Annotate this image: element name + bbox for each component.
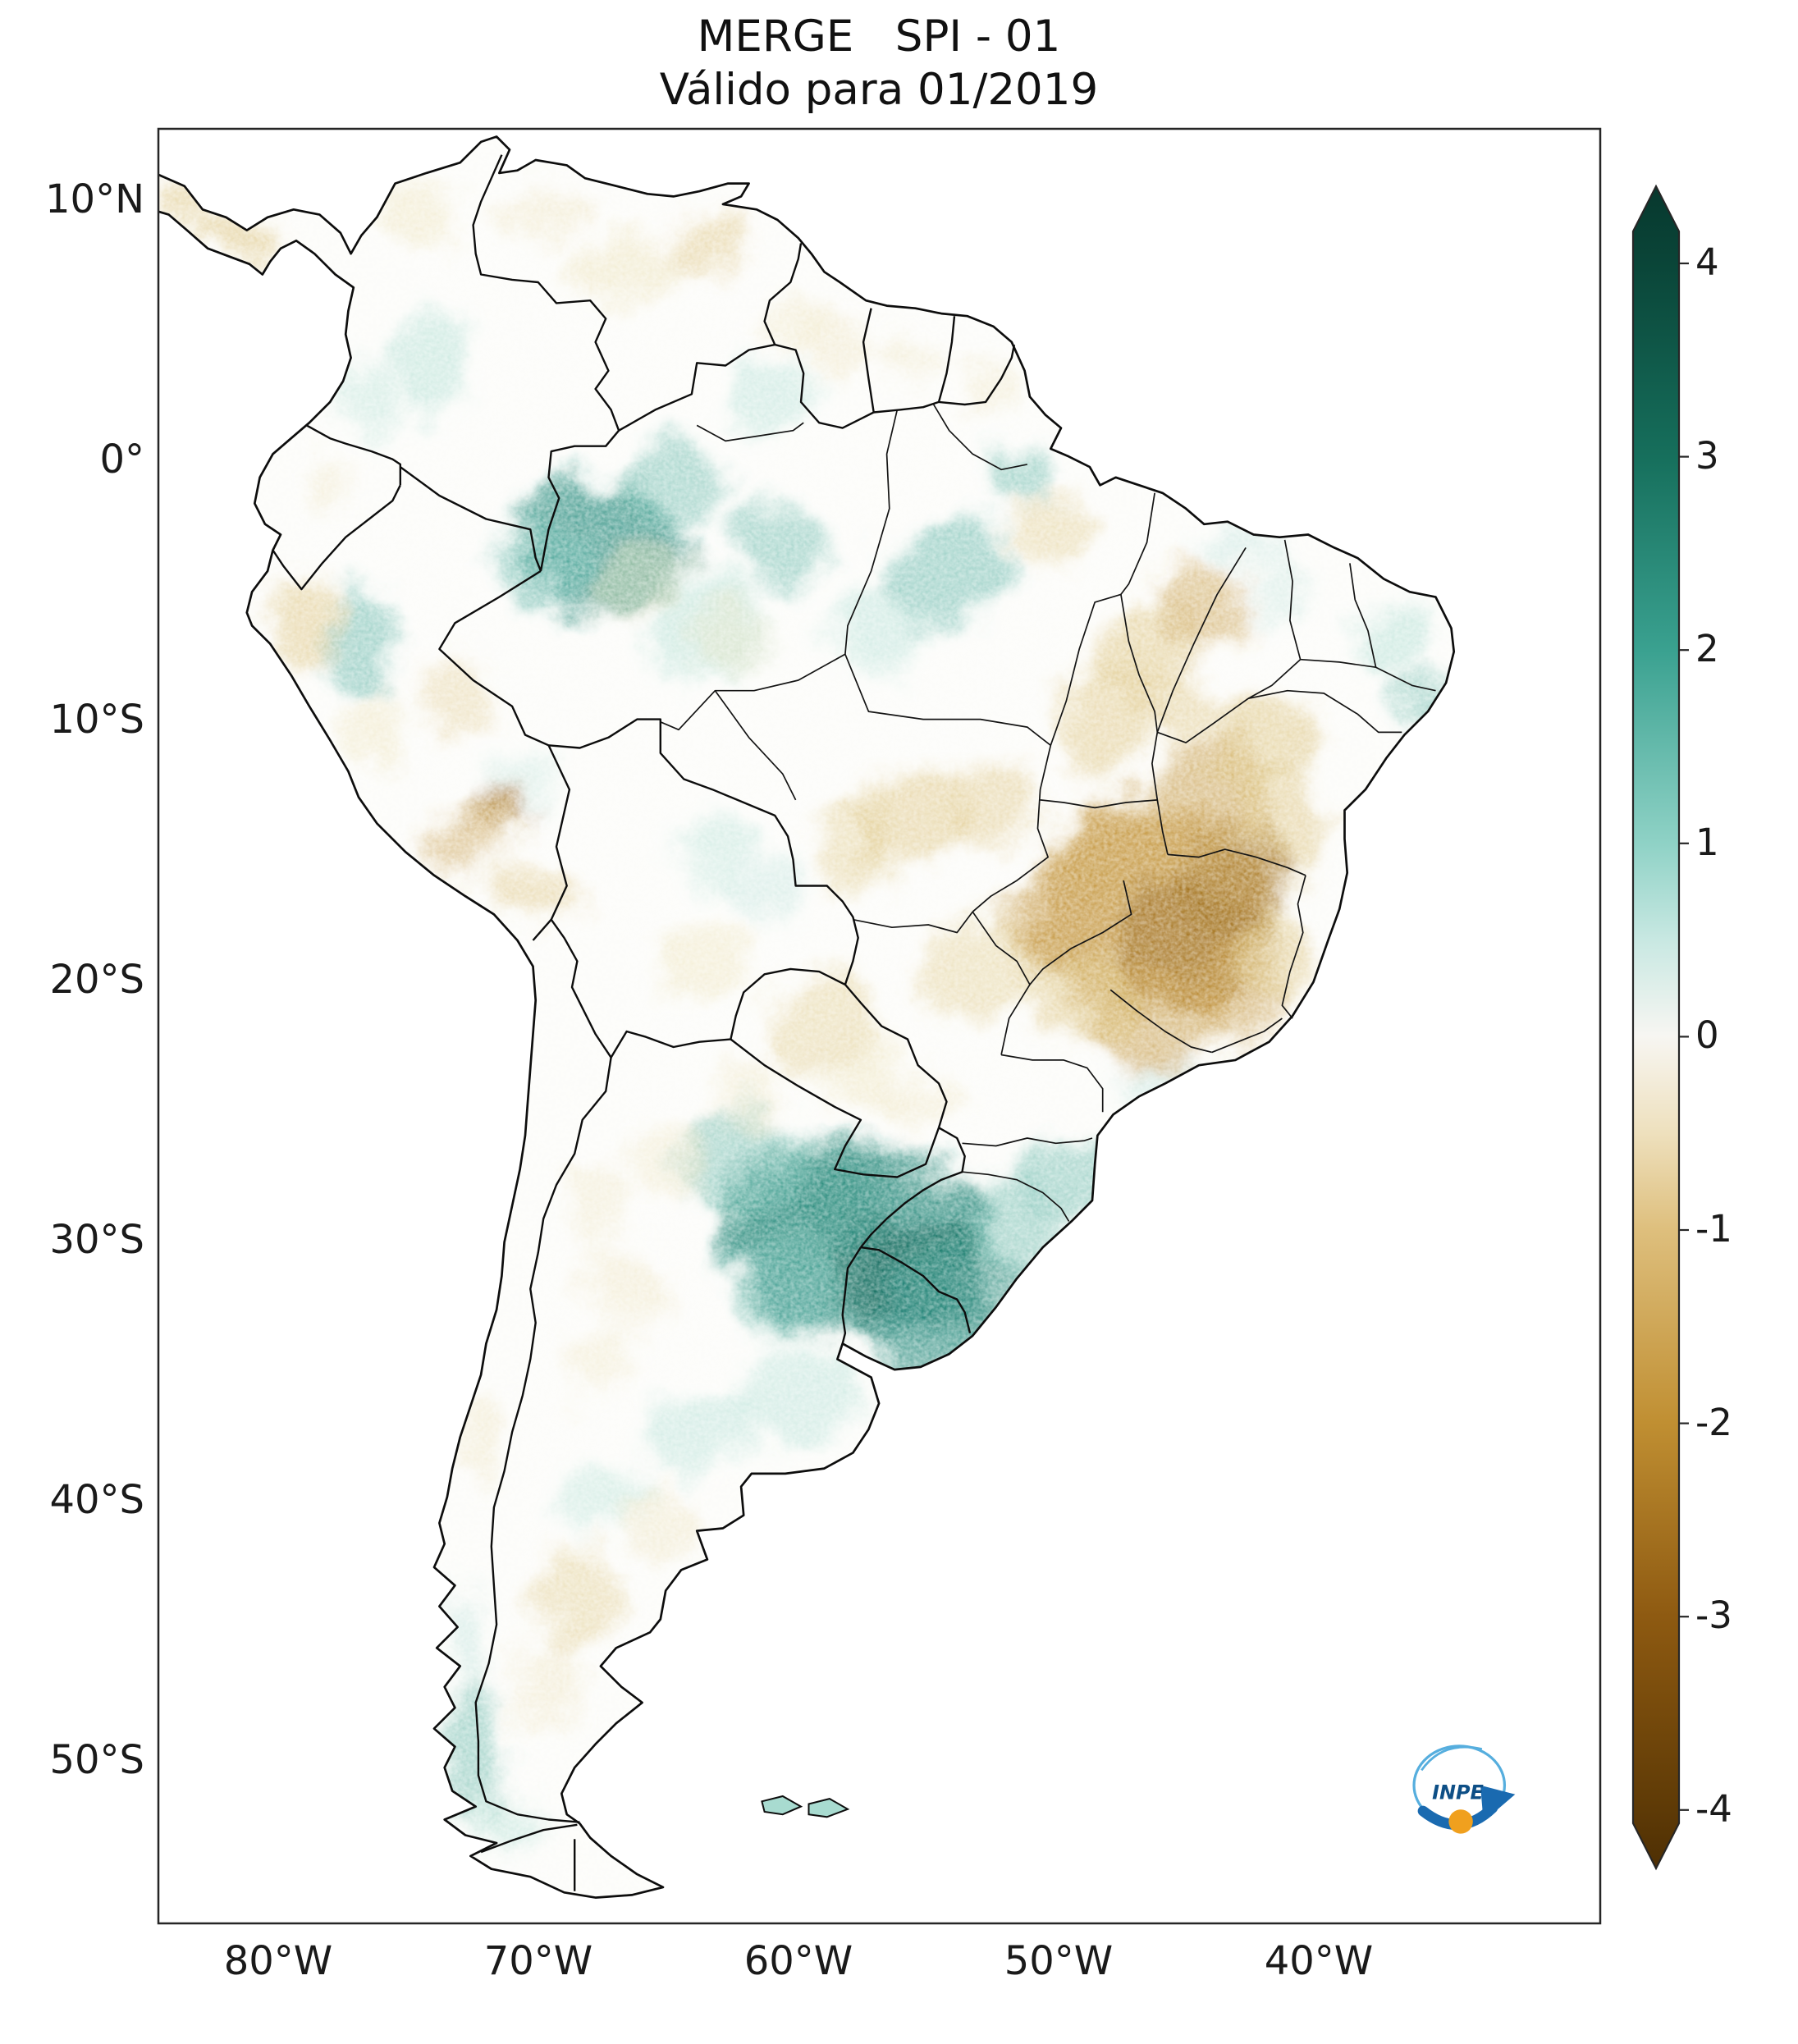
colorbar-tick-label: -2 [1695, 1401, 1732, 1444]
colorbar [1631, 184, 1689, 1871]
y-tick-label: 20°S [49, 957, 144, 1003]
x-tick-label: 70°W [483, 1938, 593, 1984]
x-tick-label: 80°W [223, 1938, 333, 1984]
y-tick-label: 50°S [49, 1737, 144, 1783]
colorbar-tick-label: 1 [1695, 821, 1719, 864]
falkland-islands [807, 1798, 850, 1818]
y-tick-label: 0° [99, 437, 144, 482]
logo-text: INPE [1432, 1781, 1484, 1804]
inpe-logo: INPE [1412, 1744, 1516, 1834]
y-tick-label: 10°N [45, 176, 144, 222]
chart-subtitle: Válido para 01/2019 [659, 65, 1099, 115]
logo-arrowhead-icon [1480, 1785, 1516, 1822]
y-tick-label: 10°S [49, 697, 144, 743]
coastline [158, 135, 1456, 1899]
x-tick-label: 40°W [1264, 1938, 1374, 1984]
colorbar-tick-label: 2 [1695, 627, 1719, 670]
colorbar-tick-label: 4 [1695, 240, 1719, 284]
plot-frame [157, 127, 1602, 1925]
country-borders [272, 154, 1016, 1891]
colorbar-tick-label: -1 [1695, 1207, 1732, 1251]
colorbar-tick-label: -4 [1695, 1787, 1732, 1831]
y-tick-label: 40°S [49, 1477, 144, 1523]
falkland-islands [761, 1795, 803, 1816]
logo-orange-dot-icon [1448, 1809, 1473, 1834]
logo-swirl-arc-icon [1421, 1745, 1483, 1772]
y-tick-label: 30°S [49, 1217, 144, 1263]
chart-title: MERGE SPI - 01 [697, 11, 1061, 62]
colorbar-tick-label: -3 [1695, 1594, 1732, 1637]
state-borders [660, 404, 1436, 1222]
x-tick-label: 60°W [743, 1938, 853, 1984]
colorbar-tick-label: 3 [1695, 434, 1719, 478]
colorbar-tick-label: 0 [1695, 1013, 1719, 1057]
x-tick-label: 50°W [1004, 1938, 1114, 1984]
